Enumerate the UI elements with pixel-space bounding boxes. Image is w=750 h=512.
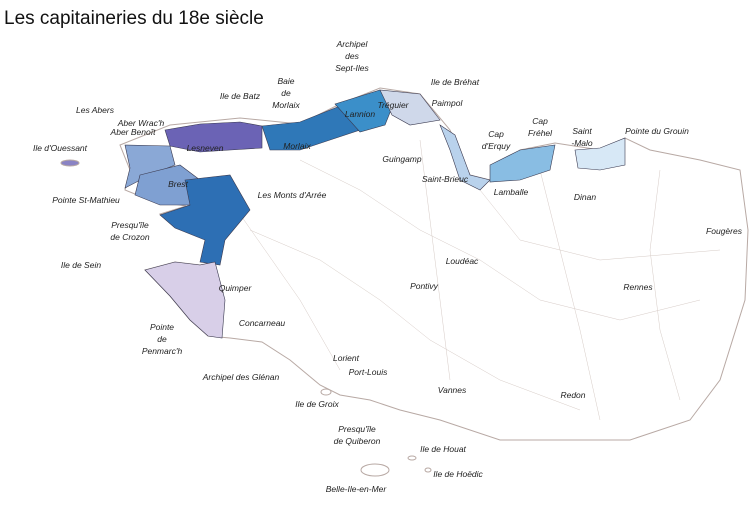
islands [60,159,432,477]
place-label: Morlaix [272,100,300,110]
place-label: d'Erquy [482,141,511,151]
place-label: Brest [168,179,188,189]
island [424,467,432,473]
place-label: Pointe [150,322,174,332]
place-label: de [281,88,291,98]
place-label: Aber Benoît [110,127,157,137]
place-label: Aber Wrac'h [117,118,165,128]
commune-borders [229,139,721,421]
place-label: Quimper [219,283,253,293]
place-label: Archipel [336,39,369,49]
region-malo [574,137,626,171]
place-label: Penmarc'h [142,346,183,356]
region-leon [164,121,263,153]
place-label: Paimpol [432,98,464,108]
place-label: Morlaix [283,141,311,151]
place-label: Lorient [333,353,360,363]
place-label: Ile d'Ouessant [33,143,88,153]
place-label: Fougères [706,226,743,236]
place-label: Vannes [438,385,467,395]
place-label: Saint [572,126,592,136]
island [407,455,417,461]
place-label: Archipel des Glénan [202,372,280,382]
place-label: -Malo [571,138,593,148]
place-label: Presqu'île [338,424,376,434]
place-label: Lamballe [494,187,529,197]
place-label: Ile de Groix [295,399,339,409]
island [60,159,80,167]
map-title: Les capitaineries du 18e siècle [4,8,264,29]
place-label: Guingamp [382,154,421,164]
place-label: Les Abers [76,105,115,115]
brittany [60,87,749,477]
place-label: Saint-Brieuc [422,174,469,184]
place-label: Concarneau [239,318,286,328]
place-label: Port-Louis [349,367,388,377]
place-label: Les Monts d'Arrée [258,190,327,200]
place-label: Lannion [345,109,376,119]
place-label: Dinan [574,192,596,202]
place-label: Tréguier [377,100,409,110]
place-label: des [345,51,359,61]
place-label: de Crozon [110,232,149,242]
place-label: de Quiberon [334,436,381,446]
island [360,463,390,477]
place-label: Pontivy [410,281,439,291]
place-labels: Archipel des Sept-Iles Ile de Bréhat Baie de M… [33,39,743,494]
place-label: Redon [560,390,585,400]
place-label: Ile de Batz [220,91,261,101]
place-label: Baie [277,76,294,86]
place-label: Ile de Houat [420,444,466,454]
place-label: Ile de Hoëdic [433,469,483,479]
place-label: Cap [488,129,504,139]
place-label: Ile de Bréhat [431,77,480,87]
place-label: Presqu'île [111,220,149,230]
region-lannion [334,89,396,133]
island [320,388,332,396]
place-label: Belle-Ile-en-Mer [326,484,388,494]
place-label: Ile de Sein [61,260,101,270]
place-label: Sept-Iles [335,63,369,73]
place-label: Lesneven [187,143,224,153]
region-stbrieuc [439,124,491,191]
place-label: Cap [532,116,548,126]
place-label: Pointe St-Mathieu [52,195,120,205]
region-erquy [489,144,556,183]
region-crozon [159,174,251,266]
place-label: Loudéac [446,256,479,266]
region-treguier [379,89,441,126]
place-label: Fréhel [528,128,553,138]
place-label: Rennes [623,282,653,292]
region-cornouaille [144,261,226,339]
place-label: Pointe du Grouin [625,126,689,136]
place-label: de [157,334,167,344]
